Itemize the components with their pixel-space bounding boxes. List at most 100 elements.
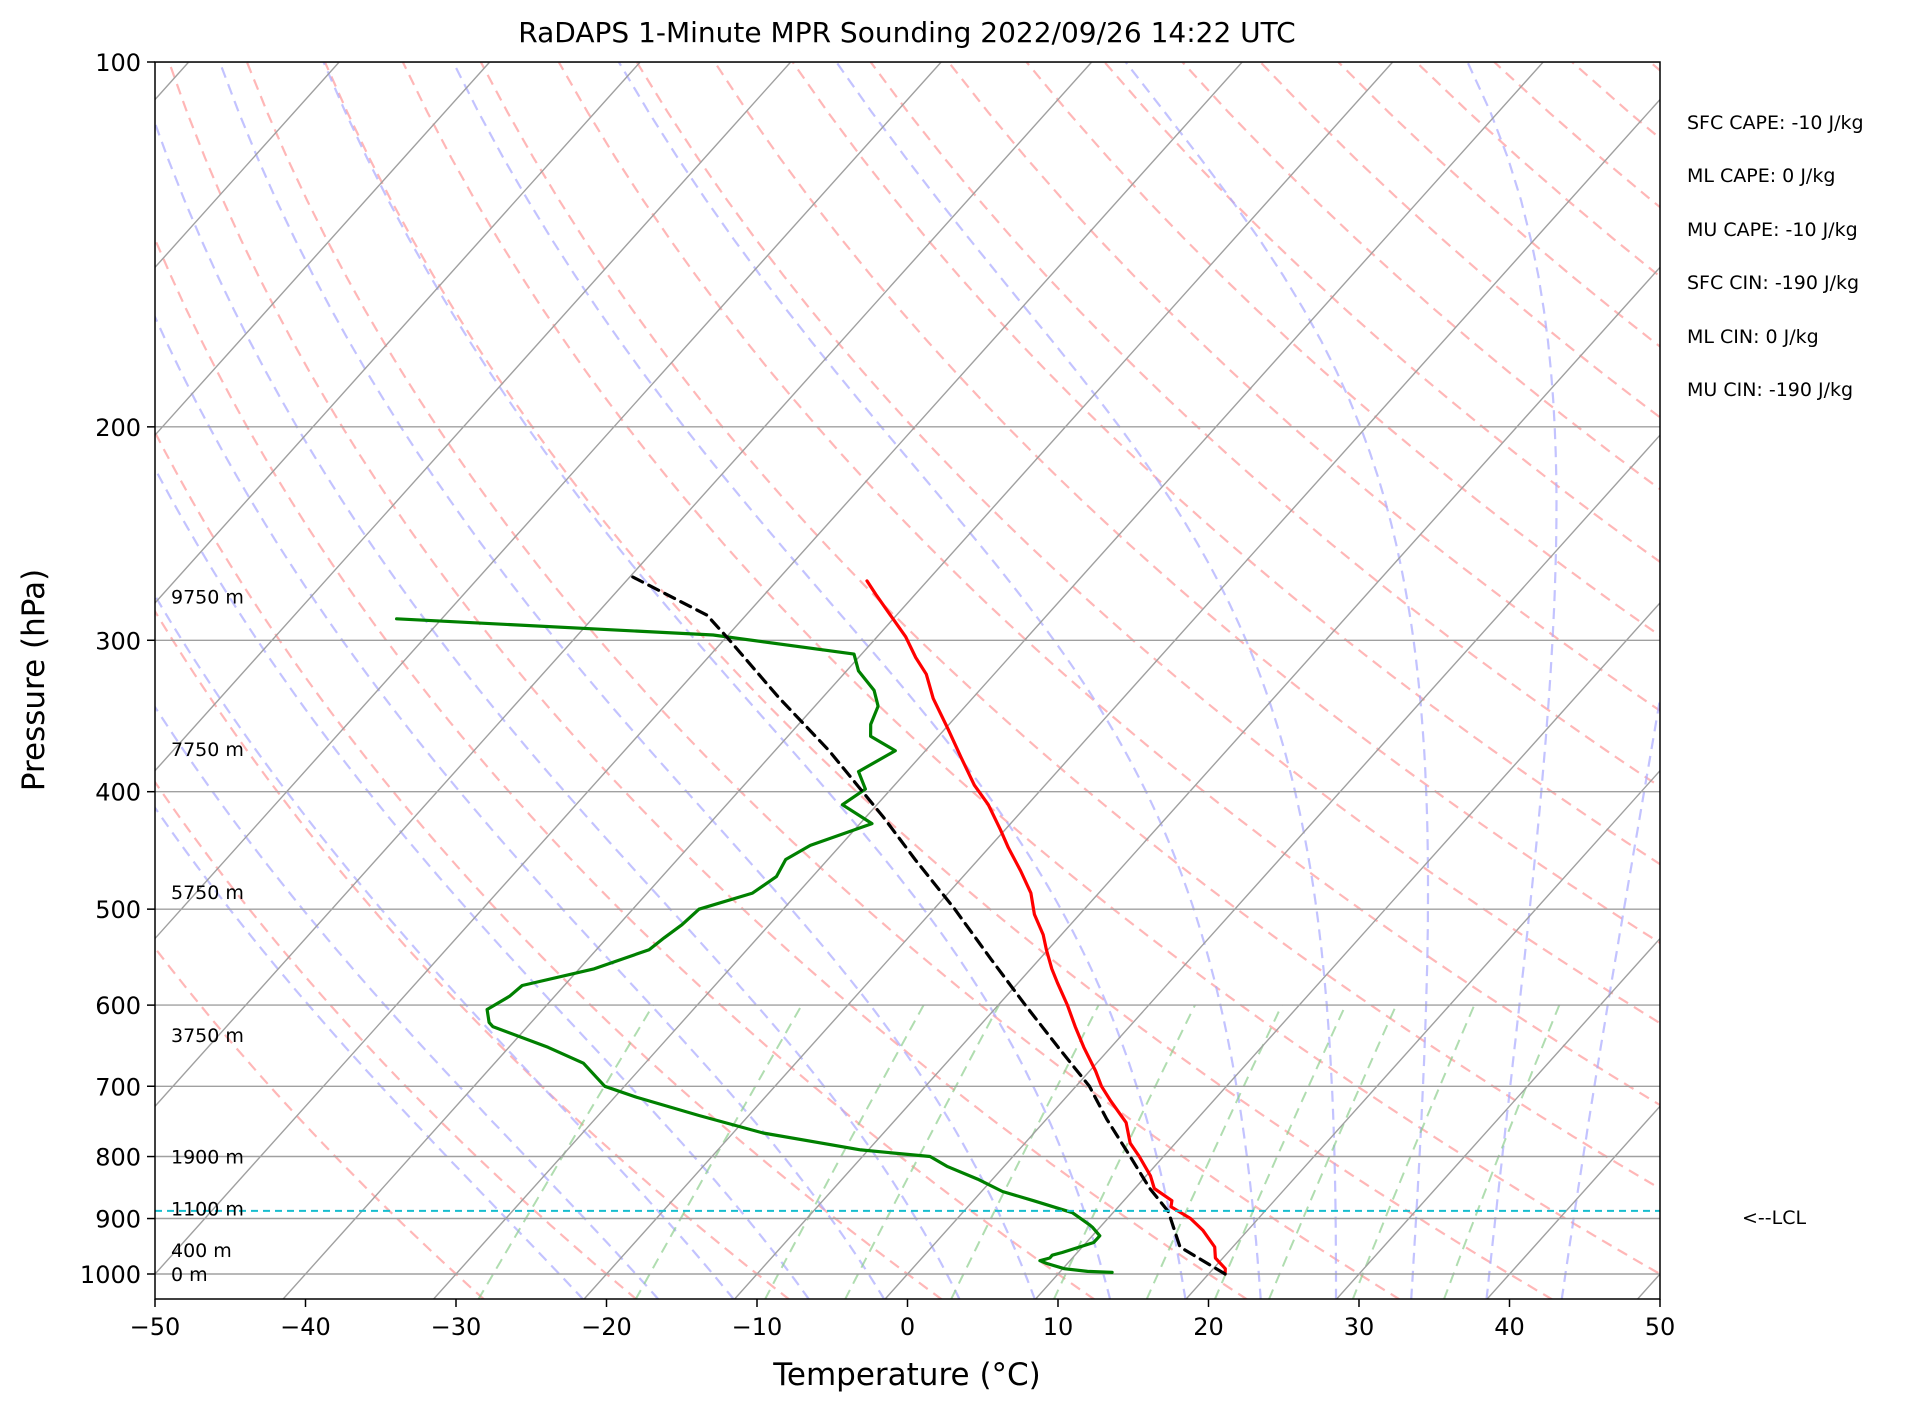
isotherm	[282, 62, 1394, 1299]
temperature-profile	[865, 579, 1227, 1276]
height-label: 1900 m	[171, 1147, 244, 1169]
isotherm	[155, 62, 942, 940]
x-axis-title: Temperature (°C)	[772, 1357, 1041, 1393]
isotherm	[155, 62, 1093, 1108]
dry-adiabat	[947, 62, 1660, 712]
isotherm	[1185, 769, 1660, 1299]
isotherm	[155, 62, 1243, 1276]
moist-adiabat	[1560, 692, 1660, 1299]
isotherm	[583, 98, 1660, 1299]
dry-adiabat	[635, 62, 1660, 1025]
dry-adiabat	[1728, 62, 1905, 1300]
sounding-profiles	[395, 575, 1227, 1276]
dry-adiabat	[1884, 62, 1905, 1300]
y-tick-label: 1000	[80, 1261, 141, 1289]
index-mu-cin: MU CIN: -190 J/kg	[1687, 379, 1853, 401]
y-tick-label: 300	[95, 627, 141, 655]
dry-adiabat	[155, 609, 791, 1299]
mixing-ratio-line	[477, 1004, 654, 1299]
y-tick-label: 500	[95, 896, 141, 924]
mixing-ratio-line	[844, 1004, 1000, 1299]
height-label: 0 m	[171, 1264, 208, 1286]
x-axis-ticks: −50 −40 −30 −20 −10 0 10 20 30 40 50	[130, 1299, 1676, 1341]
dry-adiabat	[1337, 62, 1660, 348]
dewpoint-profile	[395, 617, 1114, 1274]
moist-adiabat	[155, 705, 660, 1299]
moist-adiabat	[322, 62, 1112, 1299]
mixing-ratio-line	[1268, 1004, 1398, 1299]
x-tick-label: 10	[1043, 1313, 1074, 1341]
x-tick-label: −40	[280, 1313, 331, 1341]
lcl-label: <--LCL	[1742, 1207, 1806, 1229]
x-tick-label: 30	[1344, 1313, 1375, 1341]
moist-adiabat	[155, 119, 961, 1299]
index-ml-cin: ML CIN: 0 J/kg	[1687, 326, 1819, 348]
dry-adiabat	[1025, 62, 1660, 638]
x-tick-label: 0	[900, 1313, 915, 1341]
moist-adiabat	[218, 62, 1036, 1299]
mixing-ratio-line	[1351, 1004, 1476, 1299]
moist-adiabat	[1124, 62, 1430, 1299]
lcl-marker: <--LCL	[155, 1207, 1806, 1229]
moist-adiabat	[155, 805, 585, 1299]
dry-adiabat	[479, 62, 1660, 1190]
x-tick-label: −10	[732, 1313, 783, 1341]
moist-adiabat	[617, 62, 1262, 1299]
index-mu-cape: MU CAPE: -10 J/kg	[1687, 219, 1858, 241]
index-ml-cape: ML CAPE: 0 J/kg	[1687, 165, 1835, 187]
index-sfc-cape: SFC CAPE: -10 J/kg	[1687, 112, 1864, 134]
chart-title: RaDAPS 1-Minute MPR Sounding 2022/09/26 …	[518, 16, 1295, 49]
x-tick-label: −50	[130, 1313, 181, 1341]
isotherm	[1034, 601, 1660, 1299]
height-label: 3750 m	[171, 1025, 244, 1047]
dry-adiabat	[155, 429, 943, 1299]
isotherm	[1335, 937, 1660, 1299]
y-tick-label: 600	[95, 992, 141, 1020]
dry-adiabat	[1649, 62, 1660, 72]
height-label: 5750 m	[171, 882, 244, 904]
isotherm	[733, 266, 1660, 1299]
dry-adiabat	[167, 62, 1249, 1299]
y-axis-title: Pressure (hPa)	[16, 569, 52, 791]
dry-adiabat	[869, 62, 1660, 789]
mixing-ratio-line	[1442, 1004, 1561, 1299]
mixing-ratio-line	[764, 1004, 925, 1299]
mixing-ratio-line	[1145, 1004, 1283, 1299]
dry-adiabat	[1103, 62, 1660, 564]
y-tick-label: 200	[95, 414, 141, 442]
y-tick-label: 900	[95, 1206, 141, 1234]
dry-adiabat	[1806, 62, 1905, 1300]
dry-adiabat	[1259, 62, 1660, 419]
index-sfc-cin: SFC CIN: -190 J/kg	[1687, 272, 1859, 294]
moist-adiabat	[1466, 62, 1558, 1299]
parcel-profile	[631, 575, 1227, 1276]
mixing-ratio-line	[634, 1004, 803, 1299]
plot-frame	[154, 61, 1661, 1300]
moist-adiabat	[835, 62, 1338, 1299]
x-tick-label: 40	[1494, 1313, 1525, 1341]
height-label: 400 m	[171, 1240, 232, 1262]
y-tick-label: 800	[95, 1144, 141, 1172]
y-axis-ticks: 100 200 300 400 500 600 700 800 900 1000	[80, 49, 155, 1289]
y-tick-label: 700	[95, 1073, 141, 1101]
dry-adiabat	[1181, 62, 1660, 491]
x-tick-label: −20	[581, 1313, 632, 1341]
y-tick-label: 100	[95, 49, 141, 77]
height-label: 9750 m	[171, 586, 244, 608]
isotherm	[884, 434, 1660, 1299]
dry-adiabat	[1493, 62, 1660, 209]
dry-adiabat	[1571, 62, 1660, 140]
mixing-ratio-line	[1213, 1004, 1347, 1299]
background-lines	[155, 62, 1905, 1300]
dry-adiabat	[155, 780, 638, 1299]
stability-indices: SFC CAPE: -10 J/kg ML CAPE: 0 J/kg MU CA…	[1687, 112, 1864, 401]
dry-adiabat	[791, 62, 1660, 866]
dry-adiabat	[155, 946, 486, 1299]
x-tick-label: −30	[431, 1313, 482, 1341]
x-tick-label: 50	[1645, 1313, 1676, 1341]
dry-adiabat	[401, 62, 1660, 1276]
isotherm	[155, 62, 641, 604]
dry-adiabat	[323, 62, 1554, 1299]
